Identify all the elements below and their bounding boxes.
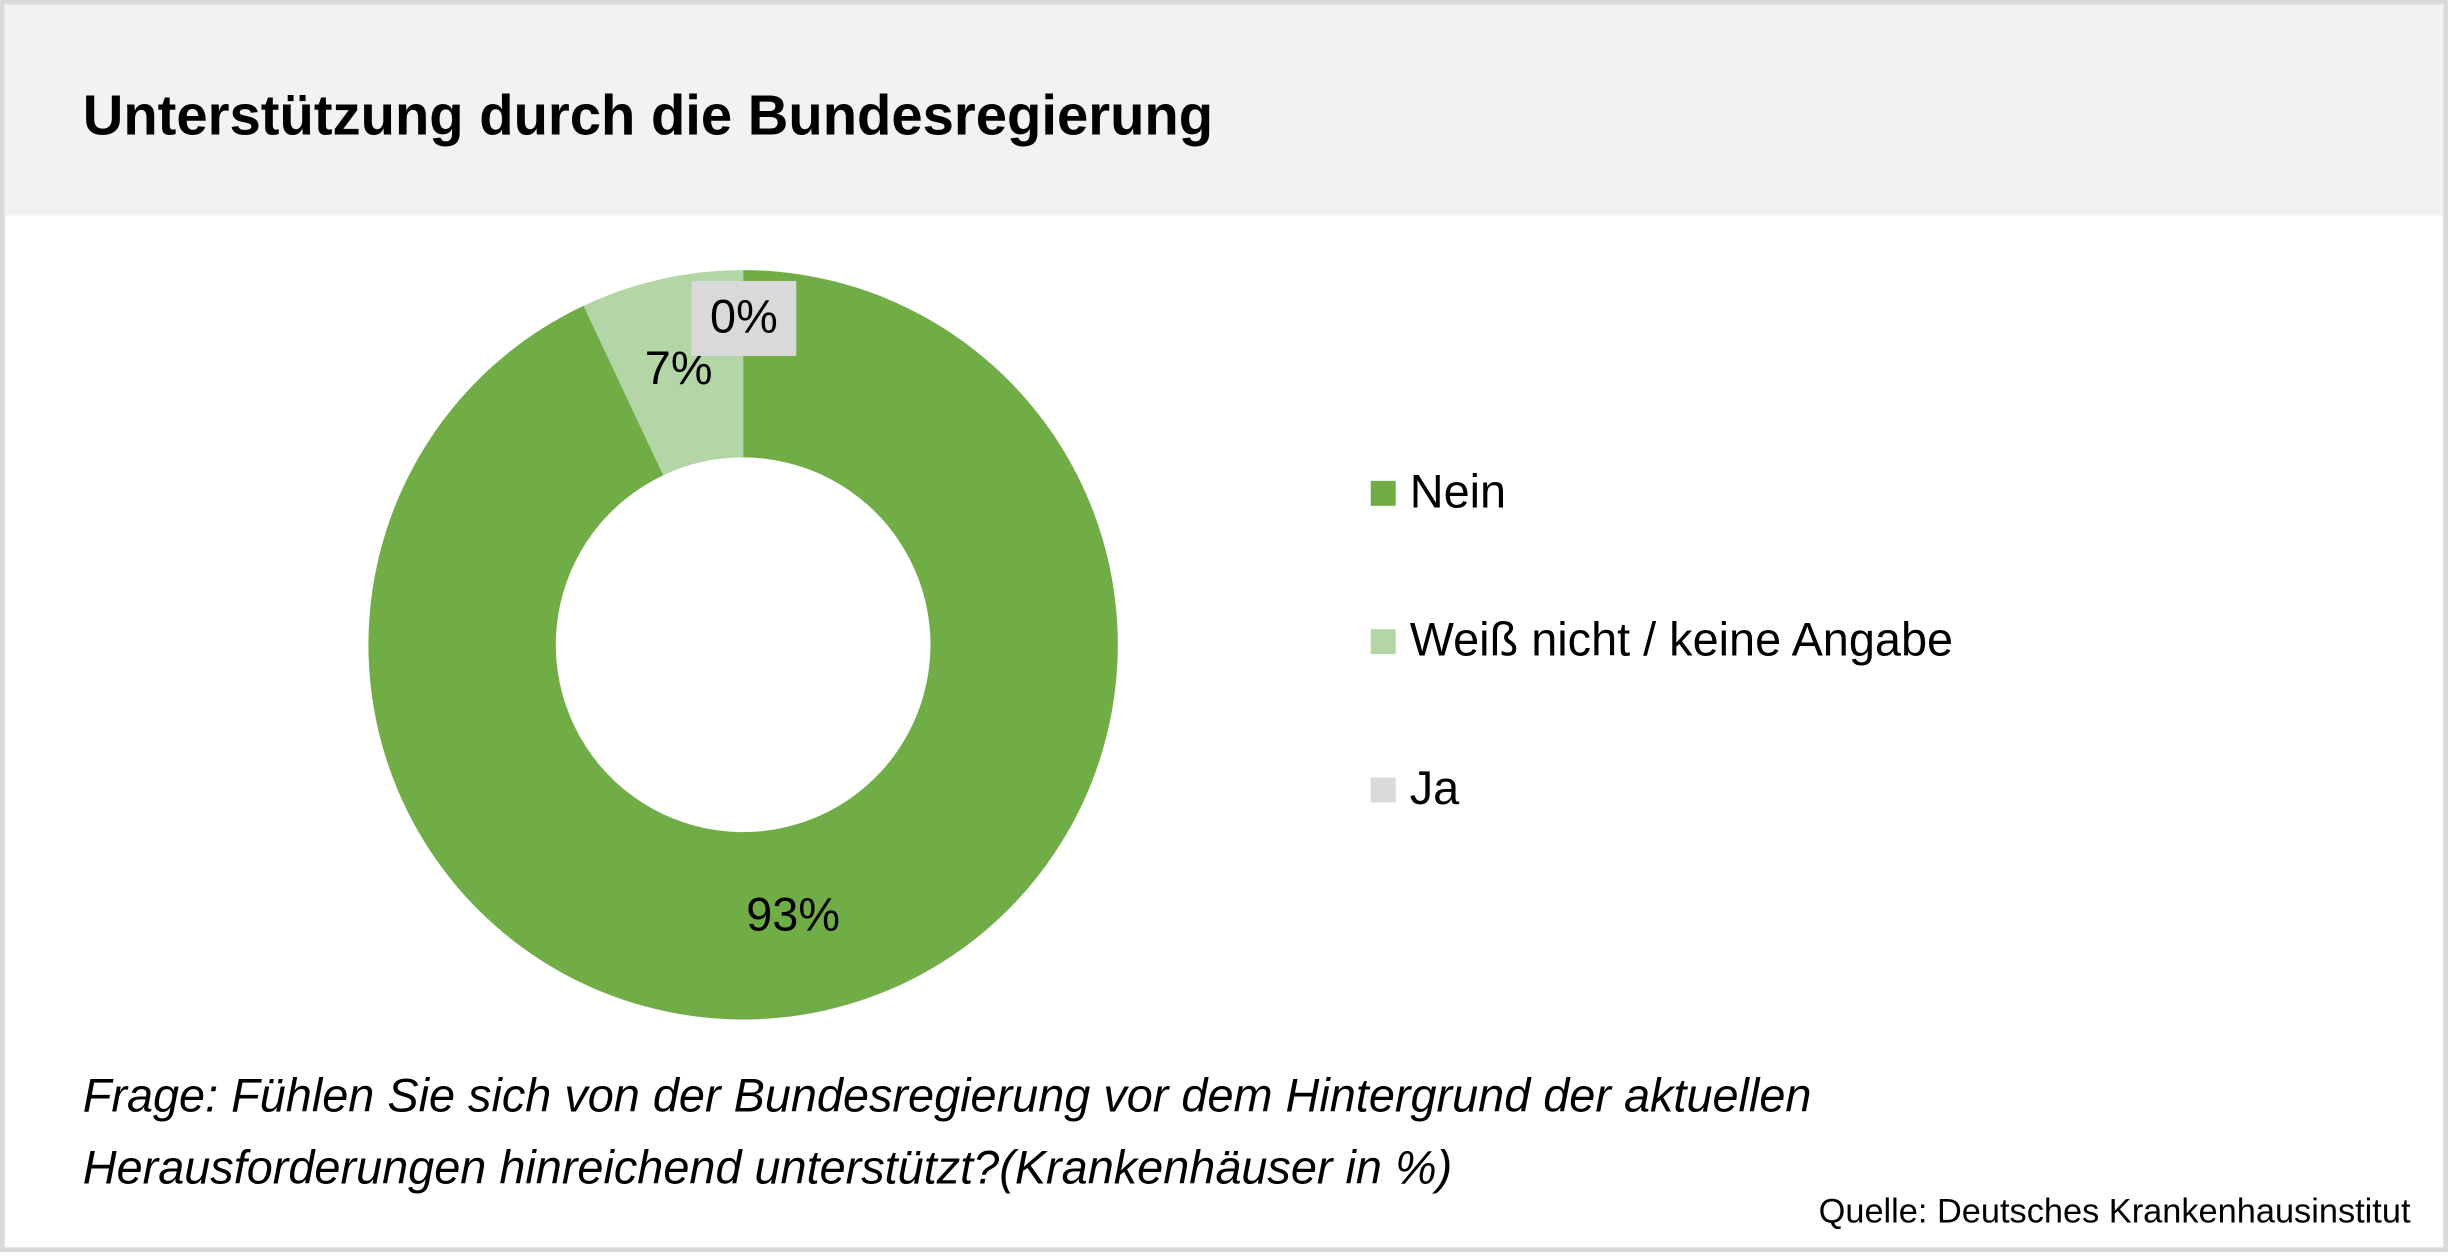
data-label-nein: 93% <box>746 889 840 942</box>
question-text: Frage: Fühlen Sie sich von der Bundesreg… <box>83 1062 1812 1206</box>
legend-swatch <box>1370 777 1396 803</box>
source-note: Quelle: Deutsches Krankenhausinstitut <box>1818 1191 2411 1231</box>
chart-title: Unterstützung durch die Bundesregierung <box>82 82 1214 147</box>
donut-slice-nein <box>368 270 1118 1020</box>
legend-item-weiss-nicht: Weiß nicht / keine Angabe <box>1370 615 1954 668</box>
legend-label: Weiß nicht / keine Angabe <box>1409 615 1954 667</box>
legend-swatch <box>1370 629 1396 655</box>
data-label-ja: 0% <box>691 281 797 356</box>
legend-swatch <box>1370 480 1396 506</box>
legend-label: Nein <box>1409 466 1507 519</box>
question-line-1: Frage: Fühlen Sie sich von der Bundesreg… <box>82 1070 1812 1123</box>
question-line-2: Herausforderungen hinreichend unterstütz… <box>82 1142 1453 1195</box>
header-band: Unterstützung durch die Bundesregierung <box>4 4 2444 216</box>
legend-item-nein: Nein <box>1370 466 1507 520</box>
legend-item-ja: Ja <box>1370 763 1460 816</box>
legend-label: Ja <box>1409 763 1460 815</box>
